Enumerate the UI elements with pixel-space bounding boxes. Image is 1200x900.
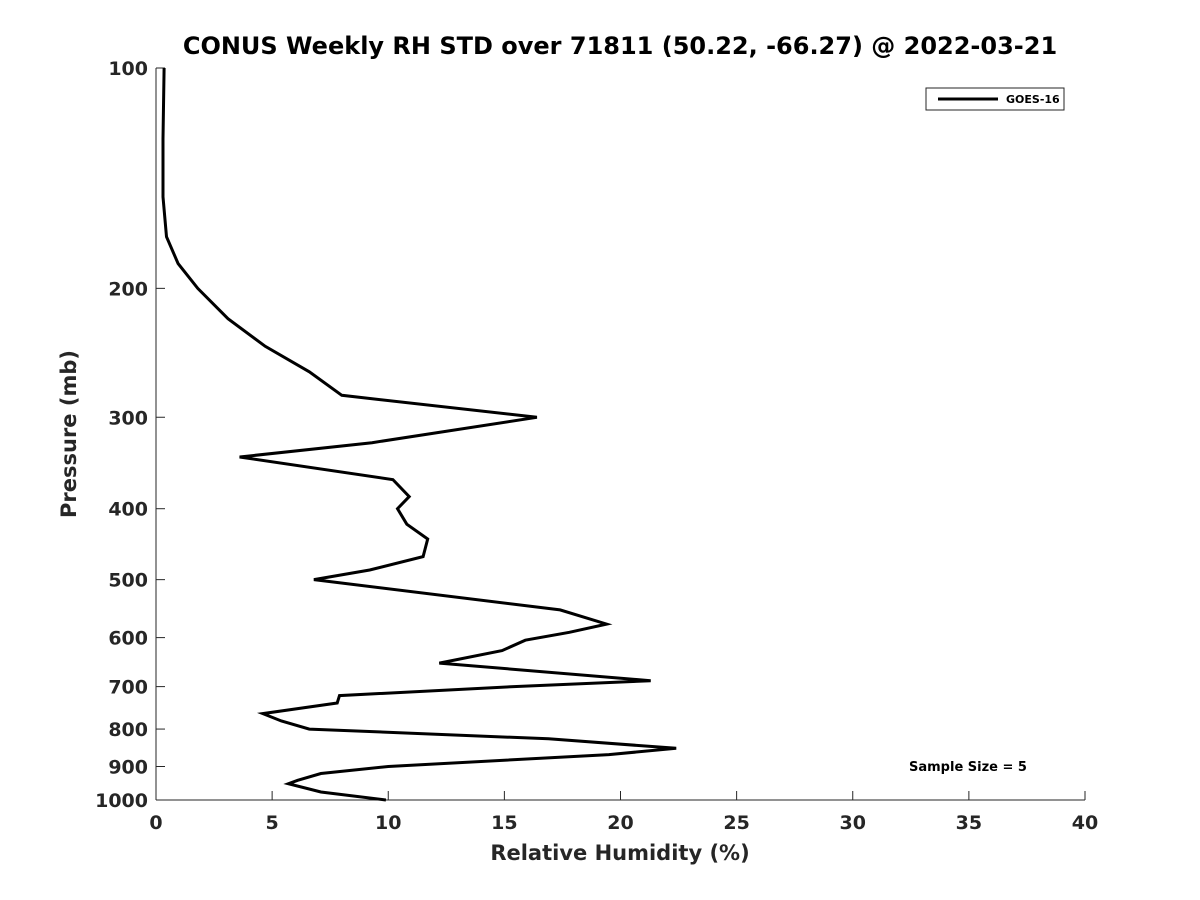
- y-axis-label: Pressure (mb): [57, 350, 81, 518]
- y-tick-label-900: 900: [108, 757, 148, 779]
- series-layer: [161, 67, 677, 802]
- chart-title: CONUS Weekly RH STD over 71811 (50.22, -…: [183, 32, 1057, 60]
- legend-label-goes-16: GOES-16: [1006, 93, 1060, 106]
- y-tick-label-1000: 1000: [95, 790, 148, 812]
- y-tick-label-400: 400: [108, 499, 148, 521]
- x-tick-label-0: 0: [149, 812, 162, 834]
- sample-size-annotation: Sample Size = 5: [909, 760, 1027, 775]
- x-tick-label-20: 20: [607, 812, 633, 834]
- legend: GOES-16: [925, 87, 1065, 111]
- y-tick-label-200: 200: [108, 278, 148, 300]
- y-tick-label-500: 500: [108, 570, 148, 592]
- x-axis-label: Relative Humidity (%): [490, 841, 749, 865]
- y-tick-label-700: 700: [108, 677, 148, 699]
- y-tick-label-800: 800: [108, 719, 148, 741]
- plot-area: [156, 68, 1085, 800]
- y-tick-label-600: 600: [108, 628, 148, 650]
- x-tick-label-35: 35: [956, 812, 982, 834]
- x-tick-label-30: 30: [840, 812, 866, 834]
- x-tick-label-10: 10: [375, 812, 401, 834]
- x-tick-label-40: 40: [1072, 812, 1098, 834]
- y-tick-label-100: 100: [108, 58, 148, 80]
- x-tick-label-15: 15: [491, 812, 517, 834]
- y-tick-label-300: 300: [108, 407, 148, 429]
- x-axis-ticks: 0 5 10 15 20 25 30 35 40: [149, 791, 1098, 834]
- series-line-goes-16: [161, 67, 677, 802]
- x-tick-label-25: 25: [723, 812, 749, 834]
- x-tick-label-5: 5: [266, 812, 279, 834]
- y-axis-ticks: 100 200 300 400 500 600 700 800 900 1000: [95, 58, 165, 812]
